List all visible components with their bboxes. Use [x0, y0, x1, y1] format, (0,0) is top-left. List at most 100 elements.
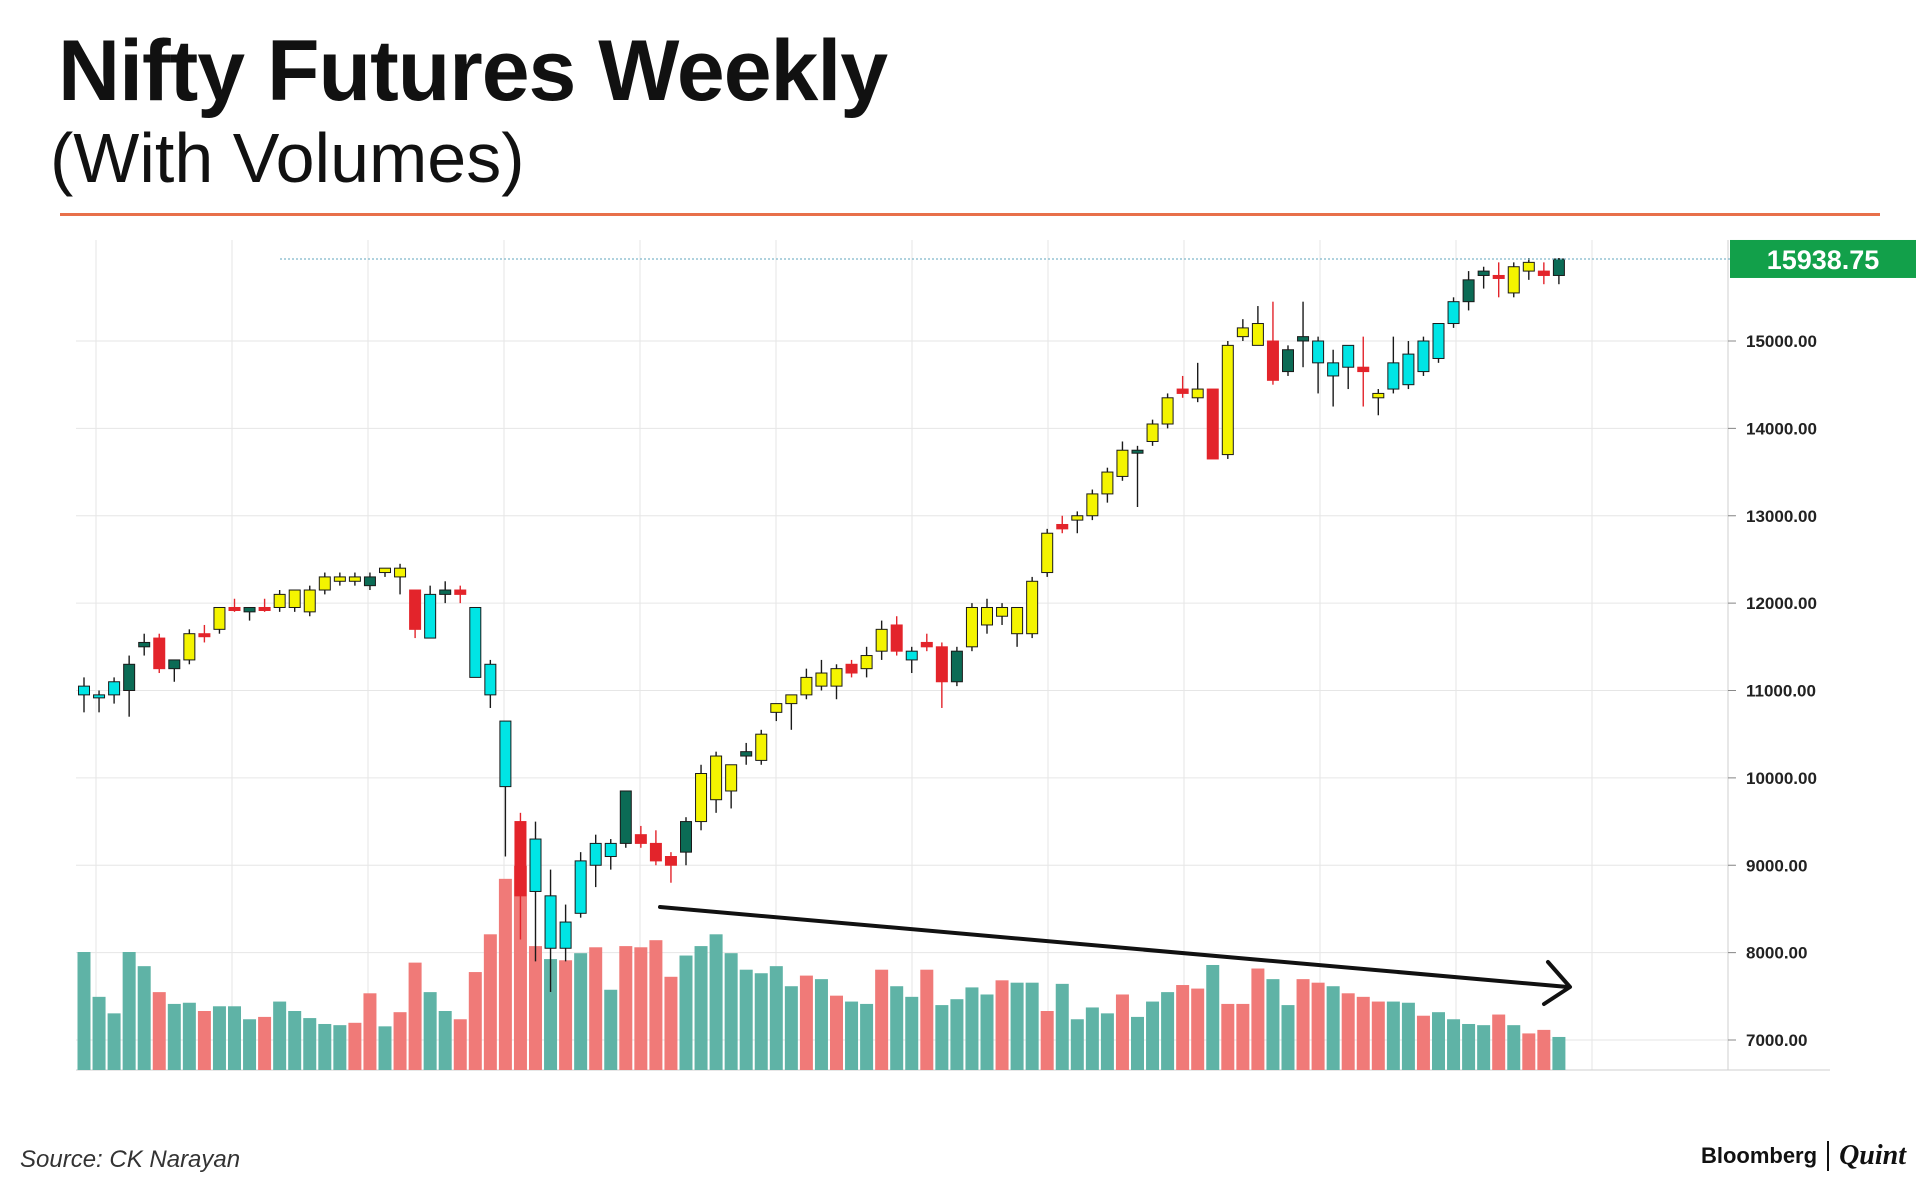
volume-bar [77, 952, 91, 1070]
volume-bar [197, 1011, 211, 1070]
candle [1297, 301, 1310, 368]
candle-body [619, 790, 632, 844]
volume-bar [830, 995, 843, 1070]
volume-bar [92, 996, 106, 1070]
brand-logo: Bloomberg Quint [1701, 1140, 1906, 1172]
candle-body [1101, 471, 1114, 495]
candle [1357, 336, 1370, 407]
candle-body [303, 589, 316, 613]
candle [619, 790, 632, 848]
volume-bar [423, 992, 437, 1070]
volume-bar [333, 1025, 347, 1070]
volume-bar [784, 986, 798, 1070]
candle-body [78, 685, 90, 696]
candle [1327, 349, 1340, 407]
candle [183, 629, 196, 665]
volume-bar [1492, 1014, 1506, 1070]
volume-bar [754, 973, 768, 1070]
candle-body [363, 576, 376, 587]
volume-bar [468, 972, 482, 1070]
candle-body [198, 633, 211, 638]
candle [424, 585, 437, 639]
candle [1402, 341, 1415, 390]
candle-body [1206, 388, 1219, 460]
brand-separator [1827, 1141, 1830, 1171]
candle-body [890, 624, 903, 652]
volume-bar [544, 959, 558, 1070]
volume-bar [1522, 1033, 1536, 1070]
candle [1086, 489, 1099, 521]
candle-body [905, 650, 918, 661]
volume-bar [739, 969, 753, 1070]
candle-body [589, 842, 602, 866]
volume-bar [152, 992, 166, 1070]
candle [409, 589, 422, 639]
candle-body [499, 720, 512, 788]
candle-body [1507, 266, 1520, 294]
volume-bar [634, 947, 648, 1070]
volume-bar [393, 1012, 407, 1070]
volume-bar [122, 952, 136, 1070]
volume-bar [950, 999, 964, 1070]
candle [394, 563, 407, 595]
candle [1071, 511, 1084, 534]
candle-body [965, 606, 978, 648]
candle-body [228, 606, 241, 611]
candle [439, 581, 452, 604]
candle [695, 764, 708, 831]
candle [348, 572, 361, 586]
volume-bar [288, 1011, 302, 1070]
volume-bar [1191, 988, 1205, 1070]
volume-bar [1055, 983, 1069, 1070]
y-tick-label: 11000.00 [1746, 682, 1816, 701]
candle-body [815, 672, 828, 687]
volume-bar [1085, 1007, 1099, 1070]
candle [258, 598, 271, 612]
volume-bar [574, 953, 588, 1070]
candle-body [574, 860, 587, 914]
source-note: Source: CK Narayan [20, 1146, 241, 1173]
volume-bar [1507, 1025, 1521, 1070]
volume-bar [1552, 1036, 1566, 1070]
candle [1026, 576, 1039, 639]
candle [1161, 393, 1174, 429]
candle-body [1026, 580, 1039, 635]
candle [379, 567, 391, 577]
candle [770, 703, 783, 722]
candle-body [1011, 606, 1024, 635]
volume-bar [513, 865, 527, 1070]
volume-bar [1447, 1019, 1461, 1070]
last-price-tag [1730, 239, 1916, 278]
candle [845, 659, 858, 678]
candle [1537, 262, 1550, 285]
candle-body [1282, 349, 1294, 373]
volume-bar [965, 987, 979, 1070]
trend-arrow-head [1542, 960, 1572, 1006]
candle [1221, 341, 1234, 459]
candle [514, 812, 527, 940]
volume-bar [273, 1001, 287, 1070]
y-tick-label: 14000.00 [1746, 419, 1817, 438]
volume-bar [408, 962, 422, 1070]
volume-bar [604, 989, 618, 1070]
candle-body [288, 589, 301, 608]
candle [544, 869, 557, 992]
candle-body [1191, 388, 1204, 399]
candle-body [544, 895, 557, 949]
volume-bar [303, 1018, 317, 1070]
y-tick-label: 9000.00 [1746, 856, 1807, 875]
volume-bar [589, 947, 603, 1070]
volume-bar [483, 934, 497, 1070]
candle [604, 839, 617, 870]
candle-body [529, 838, 542, 892]
volume-bar [1100, 1013, 1114, 1070]
candle-body [725, 764, 738, 792]
volume-bar [709, 934, 723, 1070]
candle [1251, 306, 1264, 346]
volume-bar [679, 955, 693, 1070]
candle-body [1372, 392, 1385, 399]
candle-body [409, 589, 422, 630]
candle [1146, 419, 1159, 446]
candle-body [800, 676, 813, 696]
candle-body [1266, 340, 1279, 381]
